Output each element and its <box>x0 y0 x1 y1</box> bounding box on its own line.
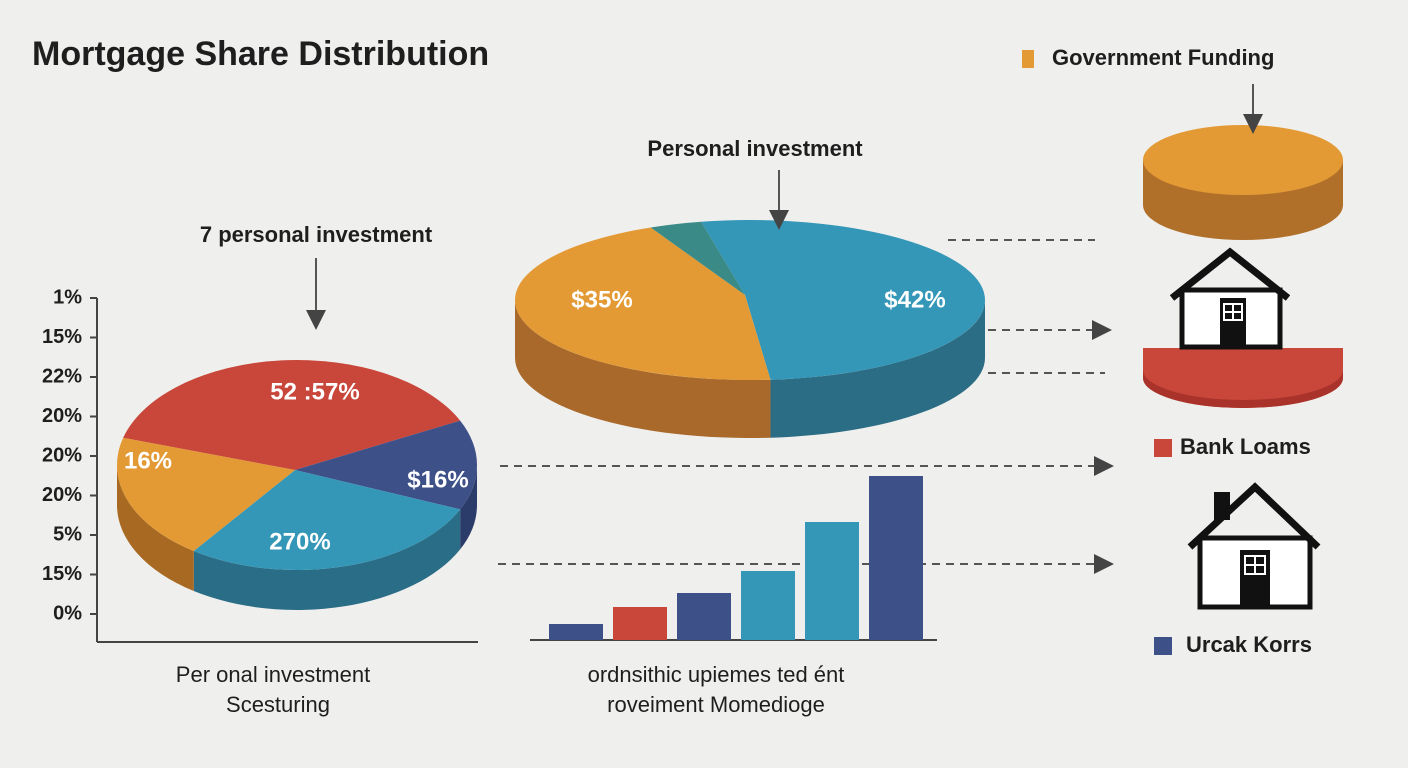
bar <box>613 607 667 640</box>
y-tick-label: 20% <box>42 444 82 466</box>
legend-swatch <box>1154 439 1172 457</box>
pie-side <box>770 300 985 438</box>
caption: Scesturing <box>226 692 330 717</box>
pie-label: $16% <box>407 466 468 493</box>
pie-label: 270% <box>269 528 330 555</box>
pie-slice <box>701 220 985 380</box>
pie-side <box>193 509 461 610</box>
y-tick-label: 22% <box>42 365 82 387</box>
legend-label: Government Funding <box>1052 45 1274 70</box>
caption: ordnsithic upiemes ted ént <box>588 662 845 687</box>
y-tick-label: 15% <box>42 326 82 348</box>
pie-label: $35% <box>571 286 632 313</box>
pie-slice <box>123 360 461 470</box>
y-tick-label: 5% <box>53 523 82 545</box>
pie-slice <box>116 437 296 552</box>
pie-side <box>117 465 194 592</box>
pie-label: 16% <box>124 447 172 474</box>
caption: roveiment Momedioge <box>607 692 825 717</box>
y-tick-label: 20% <box>42 484 82 506</box>
legend-label: Urcak Korrs <box>1186 632 1312 657</box>
bar <box>549 624 603 640</box>
legend-swatch <box>1154 637 1172 655</box>
pies <box>116 125 1343 610</box>
houses <box>1143 247 1343 610</box>
legend-swatch <box>1022 50 1034 68</box>
y-tick-label: 20% <box>42 405 82 427</box>
bar <box>677 593 731 640</box>
caption: Per onal investment <box>176 662 370 687</box>
pie-side <box>460 465 477 550</box>
pie-slice <box>295 420 477 510</box>
y-tick-label: 15% <box>42 563 82 585</box>
annotation: 7 personal investment <box>200 222 433 247</box>
annotation: Personal investment <box>647 136 863 161</box>
legend-label: Bank Loams <box>1180 434 1311 459</box>
title: Mortgage Share Distribution <box>32 35 489 73</box>
arrows <box>306 84 1263 574</box>
bar <box>741 571 795 640</box>
pie-slice <box>650 221 745 295</box>
pie-label: 52 :57% <box>270 378 359 405</box>
pie-side <box>515 300 771 438</box>
cylinder-top <box>1143 125 1343 195</box>
bar <box>805 522 859 640</box>
bar <box>869 476 923 640</box>
y-tick-label: 0% <box>53 602 82 624</box>
pie-slice <box>193 470 461 570</box>
y-tick-label: 1% <box>53 286 82 308</box>
pie-label: $42% <box>884 286 945 313</box>
pie-slice <box>514 227 771 381</box>
